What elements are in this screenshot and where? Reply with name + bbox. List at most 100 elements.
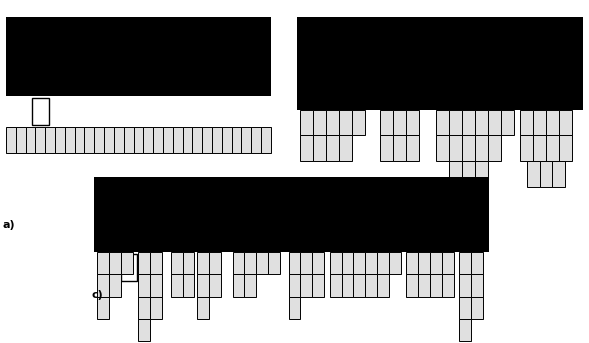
Bar (406, 135, 419, 161)
Bar (183, 252, 194, 274)
Bar (138, 297, 150, 319)
Bar (533, 110, 546, 135)
Bar (389, 252, 401, 274)
Bar (121, 252, 133, 274)
Bar (75, 127, 84, 153)
Bar (459, 274, 471, 297)
Bar (97, 274, 109, 297)
Bar (109, 252, 121, 274)
Bar (442, 274, 454, 297)
Bar (552, 161, 565, 187)
Bar (289, 252, 300, 274)
Bar (520, 135, 533, 161)
Bar (323, 111, 339, 139)
Bar (202, 127, 212, 153)
Bar (289, 297, 300, 319)
Bar (94, 177, 489, 252)
Bar (436, 110, 449, 135)
Bar (65, 127, 75, 153)
Bar (436, 135, 449, 161)
Bar (163, 127, 173, 153)
Bar (97, 297, 109, 319)
Bar (488, 110, 501, 135)
Bar (546, 135, 559, 161)
Bar (459, 297, 471, 319)
Text: b): b) (297, 220, 310, 229)
Bar (520, 110, 533, 135)
Bar (300, 135, 313, 161)
Bar (471, 252, 483, 274)
Bar (377, 274, 389, 297)
Bar (209, 252, 221, 274)
Bar (150, 252, 162, 274)
Bar (546, 110, 559, 135)
Bar (197, 252, 209, 274)
Bar (289, 274, 300, 297)
Bar (32, 98, 49, 125)
Bar (330, 274, 342, 297)
Bar (197, 297, 209, 319)
Text: a): a) (3, 220, 15, 229)
Bar (313, 110, 326, 135)
Bar (121, 254, 137, 281)
Bar (25, 127, 35, 153)
Bar (233, 274, 244, 297)
Bar (300, 110, 313, 135)
Bar (471, 274, 483, 297)
Bar (442, 252, 454, 274)
Bar (212, 127, 222, 153)
Bar (97, 252, 109, 274)
Bar (171, 252, 183, 274)
Bar (430, 252, 442, 274)
Bar (475, 161, 488, 187)
Bar (488, 135, 501, 161)
Bar (153, 127, 163, 153)
Bar (475, 135, 488, 161)
Bar (183, 127, 193, 153)
Bar (16, 127, 25, 153)
Bar (268, 252, 280, 274)
Bar (462, 135, 475, 161)
Bar (138, 319, 150, 341)
Bar (462, 161, 475, 187)
Bar (124, 127, 134, 153)
Bar (244, 274, 256, 297)
Bar (138, 274, 150, 297)
Bar (377, 252, 389, 274)
Bar (393, 110, 406, 135)
Bar (471, 297, 483, 319)
Bar (380, 110, 393, 135)
Bar (459, 252, 471, 274)
Bar (138, 252, 150, 274)
Bar (171, 274, 183, 297)
Bar (475, 110, 488, 135)
Bar (193, 127, 202, 153)
Text: c): c) (91, 290, 103, 300)
Bar (104, 127, 114, 153)
Bar (353, 252, 365, 274)
Bar (312, 274, 324, 297)
Bar (313, 135, 326, 161)
Bar (297, 17, 583, 110)
Bar (406, 274, 418, 297)
Bar (339, 135, 352, 161)
Bar (527, 161, 540, 187)
Bar (45, 127, 55, 153)
Bar (300, 252, 312, 274)
Bar (365, 274, 377, 297)
Bar (222, 127, 231, 153)
Bar (342, 274, 353, 297)
Bar (449, 135, 462, 161)
Bar (109, 274, 121, 297)
Bar (143, 127, 153, 153)
Bar (173, 127, 183, 153)
Bar (352, 110, 365, 135)
Bar (501, 110, 514, 135)
Bar (449, 110, 462, 135)
Bar (462, 110, 475, 135)
Bar (406, 252, 418, 274)
Bar (418, 274, 430, 297)
Bar (261, 127, 271, 153)
Bar (533, 135, 546, 161)
Bar (209, 274, 221, 297)
